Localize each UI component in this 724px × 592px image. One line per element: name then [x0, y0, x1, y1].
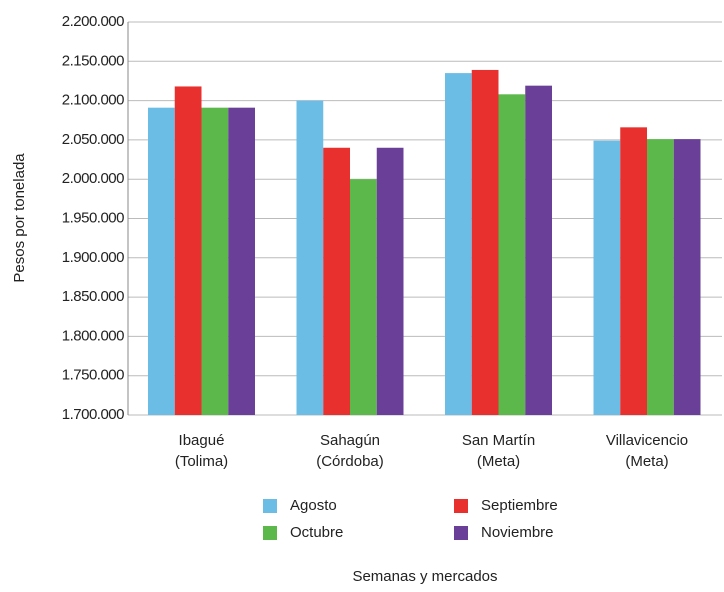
- y-tick-label: 2.100.000: [62, 92, 124, 109]
- y-tick-label: 1.850.000: [62, 288, 124, 305]
- x-tick-label: (Córdoba): [316, 453, 384, 470]
- bar: [593, 140, 621, 415]
- bar: [673, 139, 701, 415]
- legend-label: Septiembre: [481, 497, 558, 514]
- bar: [350, 179, 377, 415]
- bar: [620, 127, 647, 415]
- legend-label: Agosto: [290, 497, 337, 514]
- x-tick-label: Ibagué: [179, 432, 225, 449]
- bar: [323, 147, 350, 415]
- legend-label: Octubre: [290, 524, 343, 541]
- y-tick-label: 1.950.000: [62, 209, 124, 226]
- y-tick-label: 2.150.000: [62, 52, 124, 69]
- x-tick-label: (Tolima): [175, 453, 228, 470]
- legend-swatch: [454, 526, 468, 540]
- y-tick-label: 2.200.000: [62, 13, 124, 30]
- legend-swatch: [454, 499, 468, 513]
- bar: [201, 107, 229, 415]
- bar: [525, 85, 552, 415]
- x-tick-label: (Meta): [477, 453, 520, 470]
- bar: [647, 139, 674, 415]
- y-tick-label: 1.750.000: [62, 367, 124, 384]
- legend-label: Noviembre: [481, 524, 554, 541]
- y-tick-label: 2.050.000: [62, 131, 124, 148]
- y-axis-title: Pesos por tonelada: [11, 153, 28, 283]
- bar: [471, 69, 499, 416]
- bar: [296, 100, 324, 415]
- legend-swatch: [263, 499, 277, 513]
- bar: [376, 147, 404, 415]
- bar: [228, 107, 255, 415]
- x-tick-label: San Martín: [462, 432, 535, 449]
- y-tick-label: 1.900.000: [62, 249, 124, 266]
- x-tick-label: Sahagún: [320, 432, 380, 449]
- y-tick-label: 1.700.000: [62, 406, 124, 423]
- bar: [148, 107, 175, 415]
- bar: [498, 94, 526, 415]
- bar: [445, 73, 472, 415]
- x-tick-label: Villavicencio: [606, 432, 688, 449]
- bar: [174, 86, 202, 416]
- y-tick-label: 1.800.000: [62, 327, 124, 344]
- legend-swatch: [263, 526, 277, 540]
- y-tick-label: 2.000.000: [62, 170, 124, 187]
- x-axis-title: Semanas y mercados: [352, 568, 497, 585]
- x-tick-label: (Meta): [625, 453, 668, 470]
